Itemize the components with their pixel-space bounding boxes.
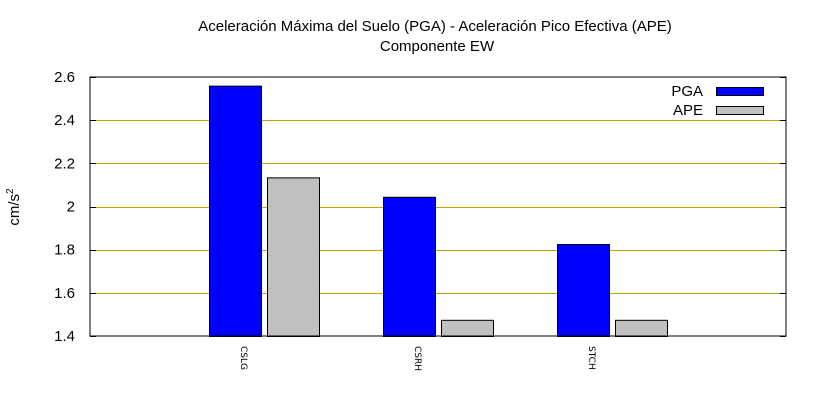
- y-tick-label: 2: [67, 199, 75, 216]
- legend-swatch-ape: [716, 106, 764, 115]
- legend-label-ape: APE: [673, 102, 703, 119]
- y-axis: 1.4 1.6 1.8 2 2.2 2.4 2.6: [54, 69, 786, 345]
- bar-ape-cslg: [267, 177, 320, 337]
- legend-label-pga: PGA: [671, 83, 703, 100]
- x-tick-label-cslg: CSLG: [238, 346, 248, 370]
- y-tick-label: 2.2: [54, 155, 75, 172]
- plot-frame: [89, 76, 787, 337]
- y-tick-label: 1.4: [54, 328, 75, 345]
- y-axis-label-superscript: 2: [5, 188, 16, 194]
- chart-title: Aceleración Máxima del Suelo (PGA) - Ace…: [198, 18, 672, 35]
- chart-subtitle: Componente EW: [380, 38, 495, 55]
- bar-ape-csrh: [441, 319, 494, 337]
- y-tick-label: 1.6: [54, 285, 75, 302]
- grid-lines: [90, 120, 786, 294]
- bar-pga-stch: [557, 244, 610, 337]
- bar-pga-cslg: [209, 85, 262, 337]
- bar-pga-csrh: [383, 196, 436, 337]
- legend: PGA APE: [671, 83, 764, 119]
- x-tick-label-csrh: CSRH: [412, 346, 422, 371]
- bar-ape-stch: [615, 319, 668, 337]
- x-axis: CSLG CSRH STCH: [238, 346, 596, 371]
- y-tick-label: 1.8: [54, 242, 75, 259]
- y-axis-label: cm/s2: [5, 188, 23, 226]
- bars-group: [209, 85, 668, 337]
- y-tick-label: 2.4: [54, 112, 75, 129]
- legend-swatch-pga: [716, 87, 764, 96]
- x-tick-label-stch: STCH: [586, 346, 596, 370]
- y-axis-label-base: cm/s: [6, 194, 23, 226]
- y-tick-label: 2.6: [54, 69, 75, 86]
